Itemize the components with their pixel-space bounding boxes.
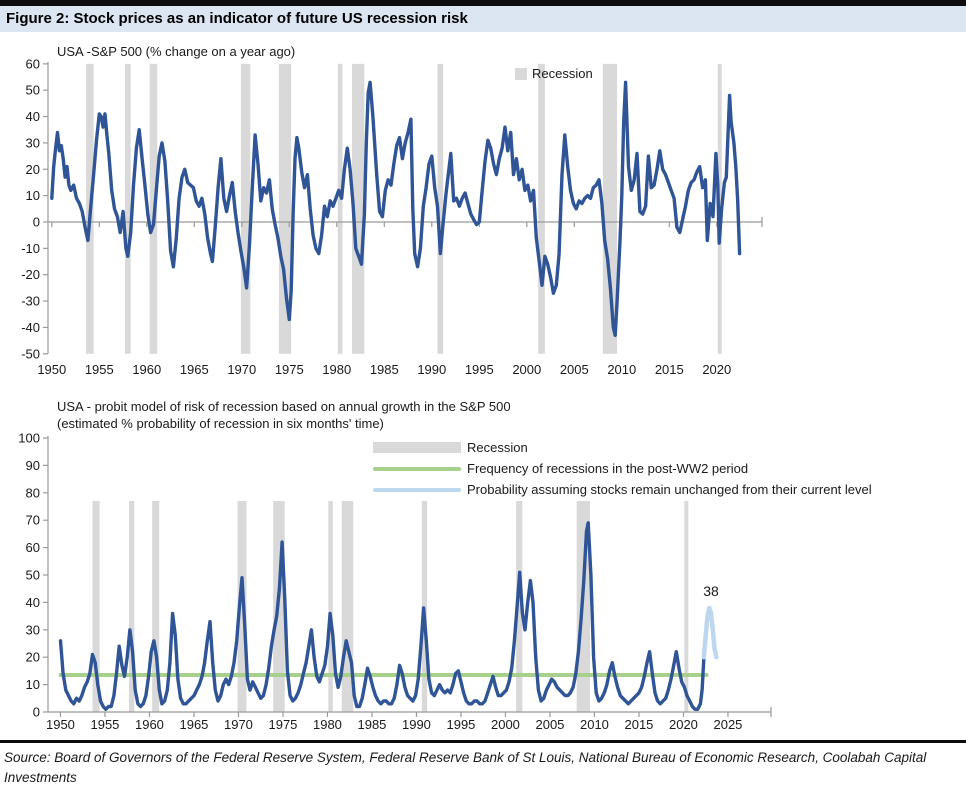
y-tick-label: 30 [26,135,40,150]
y-tick-label: 10 [26,188,40,203]
x-tick-label: 2020 [669,717,698,732]
x-tick-label: 1980 [322,362,351,377]
recession-legend-label: Recession [532,66,593,81]
peak-value-annotation: 38 [703,583,719,599]
recession-band [328,501,333,712]
x-tick-label: 2000 [491,717,520,732]
top-chart-legend: Recession [515,66,593,81]
legend-row-recession: Recession [372,437,872,458]
x-tick-label: 2015 [655,362,684,377]
recession-band [437,63,444,354]
recession-band [602,63,618,354]
y-tick-label: -50 [21,346,40,361]
x-tick-label: 1990 [417,362,446,377]
y-tick-label: 0 [33,705,40,720]
x-tick-label: 1980 [313,717,342,732]
y-tick-label: -10 [21,241,40,256]
y-tick-label: 20 [26,650,40,665]
x-tick-label: 1955 [90,717,119,732]
recession-band-swatch [372,442,462,453]
y-tick-label: -30 [21,294,40,309]
x-tick-label: 1970 [224,717,253,732]
recession-band [152,501,160,712]
x-tick-label: 1995 [446,717,475,732]
x-tick-label: 1950 [37,362,66,377]
y-tick-label: 90 [26,458,40,473]
light-blue-line-swatch [372,487,462,492]
recession-band [128,501,135,712]
source-note: Source: Board of Governors of the Federa… [4,750,927,785]
bottom-chart-title: USA - probit model of risk of recession … [57,399,511,414]
probit-probability-line [58,521,706,711]
x-tick-label: 1975 [275,362,304,377]
x-tick-label: 1970 [227,362,256,377]
bottom-chart-subtitle: (estimated % probability of recession in… [57,416,384,431]
legend-label-unchanged: Probability assuming stocks remain uncha… [467,482,872,497]
x-tick-label: 1965 [180,362,209,377]
x-tick-label: 1985 [357,717,386,732]
y-tick-label: 60 [26,56,40,71]
legend-row-frequency: Frequency of recessions in the post-WW2 … [372,458,872,479]
x-tick-label: 1990 [402,717,431,732]
x-tick-label: 1960 [132,362,161,377]
bottom-chart-legend: Recession Frequency of recessions in the… [372,437,872,500]
recession-band [538,63,545,354]
green-line-swatch [372,466,462,471]
y-tick-label: 40 [26,109,40,124]
recession-band [352,63,365,354]
recession-band [240,63,251,354]
y-tick-label: 50 [26,568,40,583]
y-tick-label: 50 [26,83,40,98]
y-tick-label: 30 [26,622,40,637]
recession-band [92,501,100,712]
x-tick-label: 2010 [580,717,609,732]
y-tick-label: 40 [26,595,40,610]
x-tick-label: 1995 [465,362,494,377]
legend-label-frequency: Frequency of recessions in the post-WW2 … [467,461,749,476]
figure-title: Figure 2: Stock prices as an indicator o… [6,10,468,27]
x-tick-label: 1955 [85,362,114,377]
top-chart-title: USA -S&P 500 (% change on a year ago) [57,44,296,59]
x-tick-label: 2010 [607,362,636,377]
sp500-yoy-line [50,80,742,337]
y-tick-label: 10 [26,677,40,692]
y-tick-label: 80 [26,485,40,500]
legend-label-recession: Recession [467,440,528,455]
unchanged-scenario-line [701,605,719,660]
source-divider [0,740,966,743]
recession-band [684,501,689,712]
x-tick-label: 2015 [624,717,653,732]
x-tick-label: 2020 [702,362,731,377]
x-tick-label: 1975 [268,717,297,732]
recession-band [278,63,292,354]
y-tick-label: -20 [21,267,40,282]
x-tick-label: 1985 [370,362,399,377]
y-tick-label: 20 [26,162,40,177]
y-tick-label: 60 [26,540,40,555]
x-tick-label: 2005 [535,717,564,732]
legend-row-unchanged: Probability assuming stocks remain uncha… [372,479,872,500]
recession-band-swatch [515,67,527,80]
x-tick-label: 1950 [46,717,75,732]
x-tick-label: 2000 [512,362,541,377]
x-tick-label: 2025 [713,717,742,732]
recession-band [337,63,343,354]
y-tick-label: -40 [21,320,40,335]
top-border-bar [0,0,966,6]
recession-band [341,501,354,712]
recession-band [124,63,131,354]
recession-band [516,501,523,712]
x-tick-label: 1960 [135,717,164,732]
x-tick-label: 1965 [179,717,208,732]
y-tick-label: 0 [33,215,40,230]
y-tick-label: 100 [18,431,40,446]
y-tick-label: 70 [26,513,40,528]
figure-header: Figure 2: Stock prices as an indicator o… [0,6,966,32]
x-tick-label: 2005 [560,362,589,377]
